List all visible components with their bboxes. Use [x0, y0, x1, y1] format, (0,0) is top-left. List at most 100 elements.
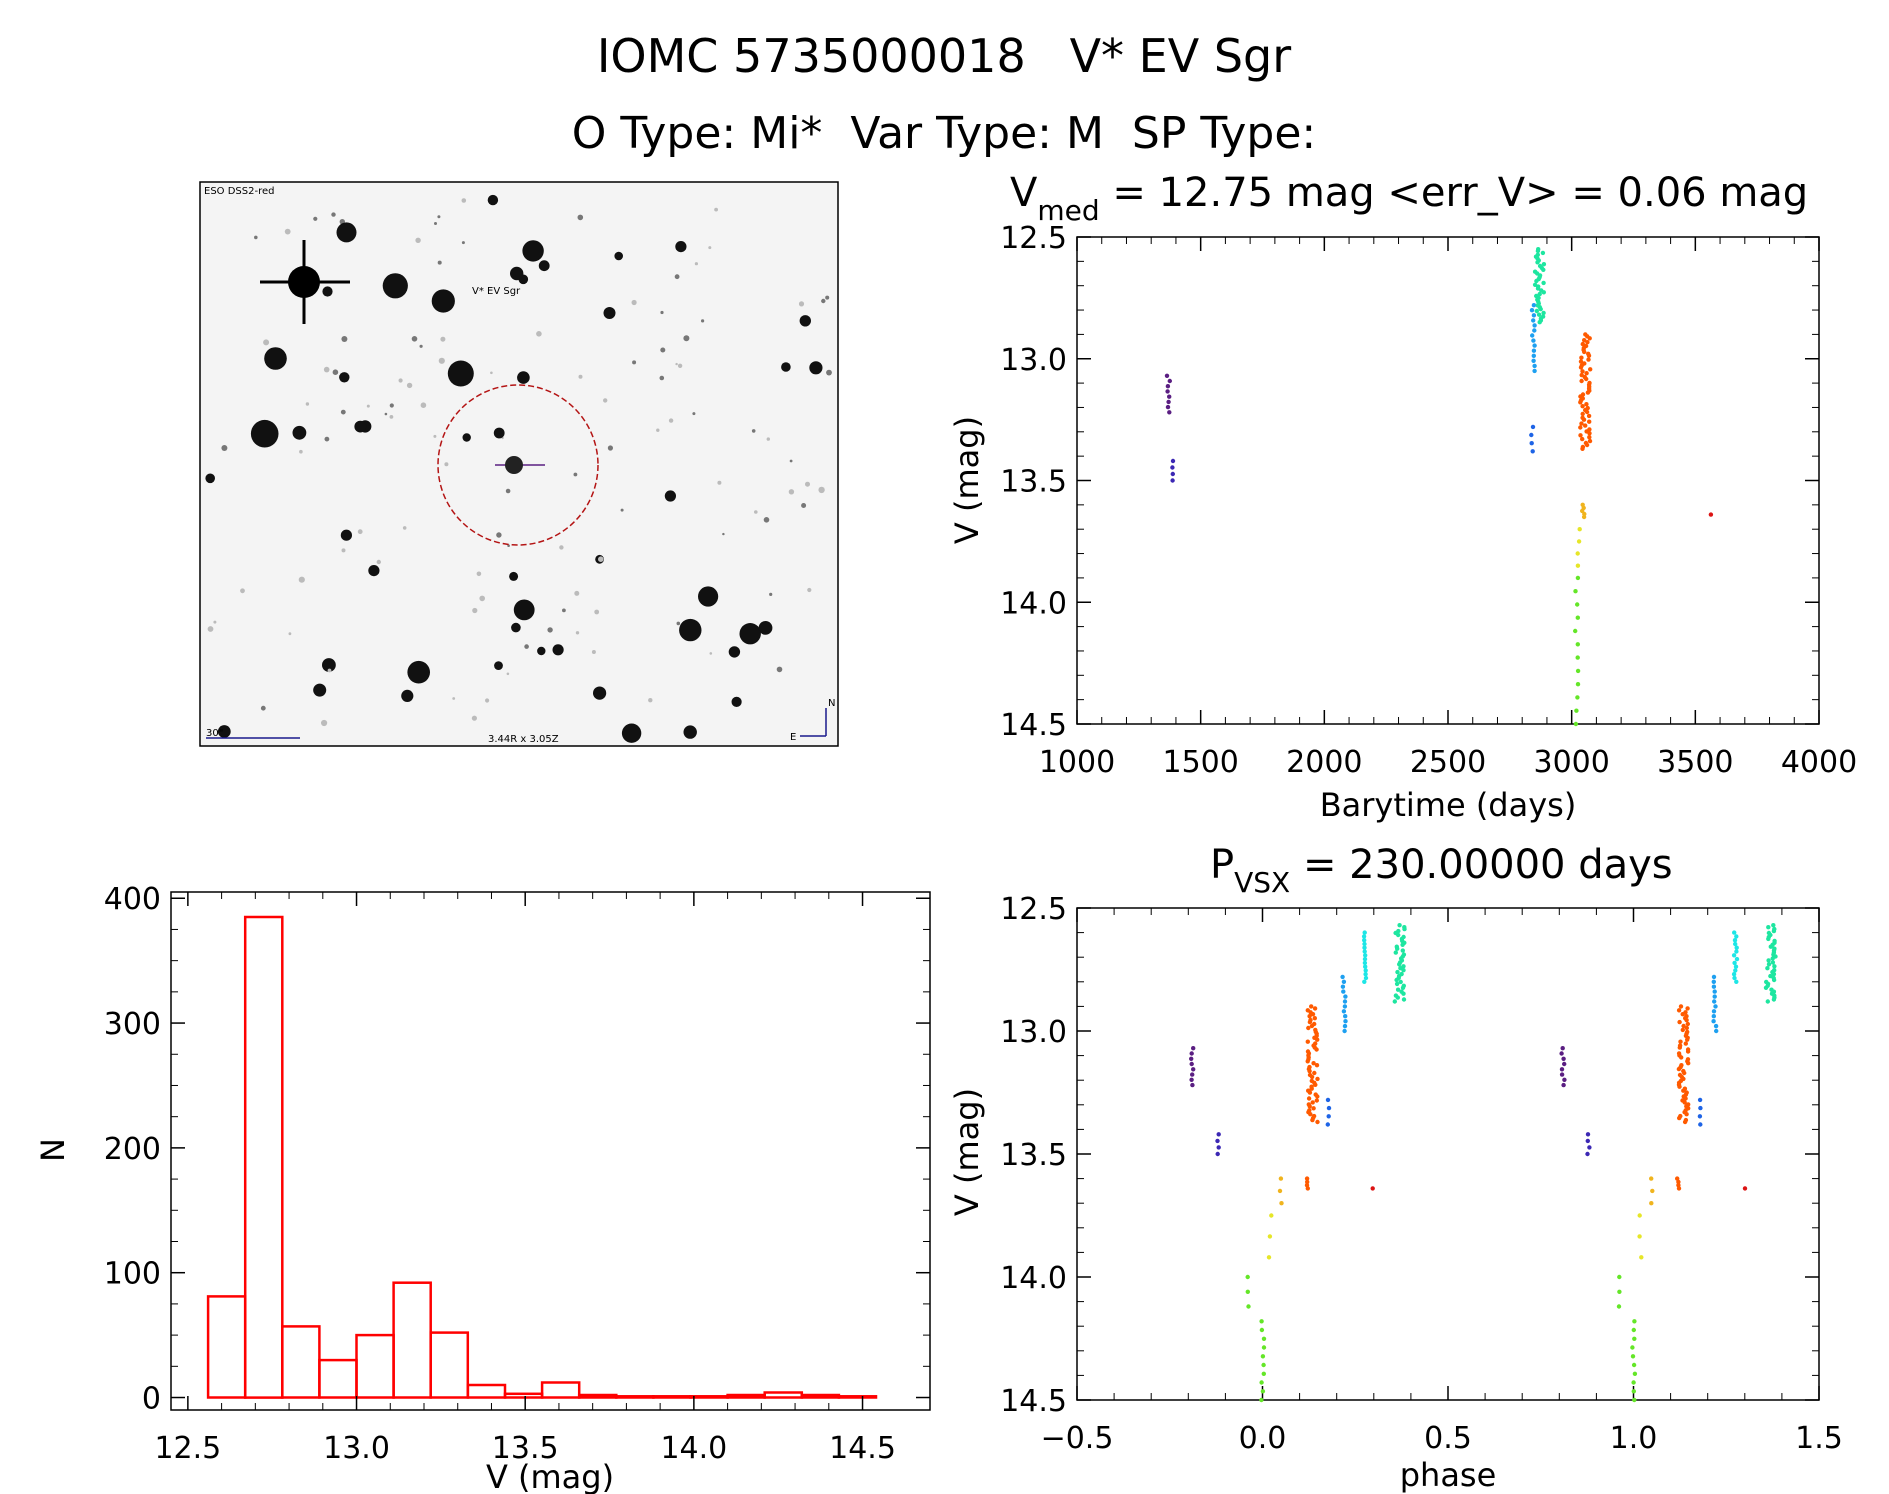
phased-point: [1341, 1009, 1347, 1014]
histogram-xtick-label: 13.0: [323, 1431, 390, 1466]
lightcurve-point: [1583, 423, 1588, 428]
phased-point: [1632, 1397, 1637, 1403]
phased-point: [1401, 997, 1407, 1002]
finder-star: [524, 644, 529, 649]
phased-xtick-label: 1.0: [1610, 1421, 1658, 1456]
phased-point: [1363, 968, 1368, 973]
lightcurve-ytick-label: 13.5: [1000, 465, 1067, 500]
phased-point: [1631, 1380, 1636, 1385]
phased-ytick-label: 14.0: [1000, 1261, 1067, 1296]
finder-star: [322, 658, 336, 672]
phased-point: [1245, 1289, 1251, 1295]
phased-point: [1307, 1068, 1312, 1074]
lightcurve-point: [1578, 433, 1583, 438]
finder-star: [339, 372, 350, 383]
histogram-ytick-label: 0: [142, 1382, 161, 1417]
phased-point: [1395, 987, 1401, 992]
phased-point: [1326, 1105, 1332, 1111]
phased-point: [1312, 1006, 1318, 1011]
lightcurve-xtick-label: 1000: [1039, 745, 1115, 780]
finder-star: [419, 344, 423, 348]
lightcurve-point: [1536, 312, 1542, 317]
phased-point: [1732, 938, 1738, 943]
phased-point: [1245, 1274, 1250, 1280]
histogram-bar: [466, 1383, 507, 1399]
phased-point: [1315, 1119, 1320, 1125]
finder-star: [594, 609, 600, 615]
lightcurve-point: [1579, 421, 1584, 426]
phased-point: [1325, 1122, 1331, 1127]
phased-point: [1712, 999, 1717, 1004]
lightcurve-point: [1166, 399, 1171, 405]
finder-star: [324, 436, 330, 442]
phased-title: PVSX = 230.00000 days: [1210, 842, 1673, 899]
lightcurve-ytick-label: 13.0: [1000, 343, 1067, 378]
lightcurve-title: Vmed = 12.75 mag <err_V> = 0.06 mag: [1010, 170, 1808, 227]
histogram-xtick-label: 14.5: [829, 1431, 896, 1466]
phased-point: [1363, 975, 1369, 981]
phased-point: [1402, 926, 1407, 932]
phased-point: [1742, 1186, 1748, 1191]
lightcurve-point: [1587, 336, 1592, 341]
phased-point: [1631, 1327, 1637, 1333]
phased-point: [1686, 1061, 1691, 1066]
finder-star-field: [205, 194, 832, 743]
phased-point: [1397, 923, 1402, 928]
phased-title-rest: = 230.00000 days: [1290, 842, 1672, 888]
finder-star: [559, 545, 564, 550]
lightcurve-point: [1165, 389, 1170, 394]
phased-point: [1772, 964, 1777, 969]
finder-star: [522, 240, 544, 262]
lightcurve-point: [1534, 278, 1539, 284]
phased-point: [1362, 979, 1367, 984]
finder-star: [340, 529, 352, 541]
finder-star: [357, 529, 363, 535]
lightcurve-point: [1588, 367, 1593, 372]
lightcurve-point: [1579, 355, 1584, 360]
finder-star: [513, 599, 535, 621]
finder-star: [384, 412, 388, 416]
phased-point: [1307, 1090, 1313, 1095]
finder-star: [490, 371, 493, 375]
finder-star: [821, 298, 826, 304]
finder-star: [431, 289, 455, 313]
phased-point: [1713, 1004, 1718, 1009]
phased-point: [1733, 941, 1738, 947]
lightcurve-point: [1573, 628, 1578, 634]
phased-point: [1261, 1362, 1266, 1368]
phased-point: [1190, 1082, 1195, 1088]
finder-star: [798, 301, 805, 307]
finder-star: [660, 347, 666, 353]
lightcurve-point: [1531, 353, 1537, 358]
lightcurve-point: [1578, 400, 1583, 405]
lightcurve-point: [1164, 373, 1170, 378]
phased-point: [1711, 1014, 1717, 1019]
phased-xtick-label: −0.5: [1041, 1421, 1114, 1456]
finder-star: [722, 532, 725, 536]
lightcurve-point: [1532, 323, 1537, 328]
phased-point: [1342, 1028, 1347, 1034]
finder-star: [437, 260, 442, 265]
phased-point: [1305, 1186, 1311, 1191]
phased-point: [1639, 1255, 1644, 1260]
finder-star: [263, 339, 270, 346]
phased-point: [1307, 1014, 1312, 1019]
finder-star: [305, 402, 310, 406]
phased-point: [1305, 1179, 1310, 1185]
finder-star: [260, 705, 266, 711]
finder-star: [389, 415, 394, 419]
lightcurve-point: [1576, 539, 1582, 544]
phased-point: [1305, 1039, 1311, 1044]
finder-star: [776, 666, 783, 673]
phased-point: [1766, 936, 1771, 942]
finder-star: [598, 556, 604, 562]
histogram-bar: [726, 1393, 766, 1399]
finder-star: [250, 419, 279, 448]
phased-point: [1697, 1097, 1703, 1103]
finder-star: [547, 627, 553, 633]
finder-star: [698, 586, 719, 607]
finder-star: [284, 228, 291, 235]
phased-points: [1189, 923, 1778, 1403]
lightcurve-point: [1531, 303, 1537, 308]
lightcurve-ylabel: V (mag): [948, 416, 986, 544]
